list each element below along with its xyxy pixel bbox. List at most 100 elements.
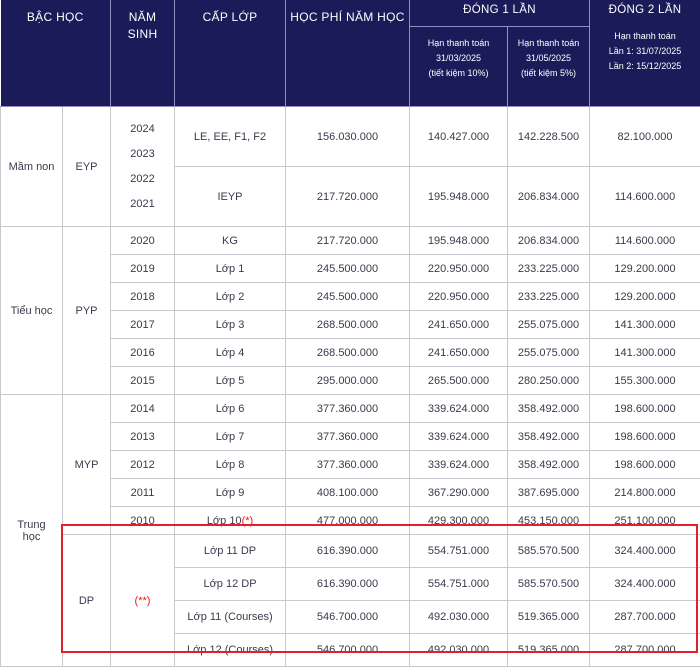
fee-cell: 217.720.000 [285,166,410,227]
fee-cell: 616.390.000 [285,567,410,601]
twice-cell: 198.600.000 [589,422,700,451]
twice-cell: 251.100.000 [589,506,700,535]
twice-cell: 198.600.000 [589,450,700,479]
header-annual-fee: HỌC PHÍ NĂM HỌC [285,0,410,107]
once2-cell: 453.150.000 [506,506,591,535]
grade-cell: Lớp 1 [174,254,286,283]
header-deadline-1: Hạn thanh toán 31/03/2025 (tiết kiệm 10%) [409,26,508,107]
fee-cell: 377.360.000 [285,450,410,479]
once2-cell: 233.225.000 [506,254,591,283]
once1-cell: 195.948.000 [409,226,508,255]
once2-cell: 358.492.000 [506,422,591,451]
program-pyp: PYP [62,226,111,395]
footnote-mark: (*) [241,514,254,527]
once1-cell: 429.300.000 [409,506,508,535]
header-deadline-3: Hạn thanh toán Lần 1: 31/07/2025 Lần 2: 15… [589,26,700,107]
once1-cell: 367.290.000 [409,478,508,507]
once2-cell: 280.250.000 [506,366,591,395]
grade-cell: Lớp 5 [174,366,286,395]
once1-cell: 220.950.000 [409,254,508,283]
eyp-years: 2024 2023 2022 2021 [110,106,175,227]
grade-cell: Lớp 9 [174,478,286,507]
level-trung-hoc: Trung học [0,394,63,667]
fee-cell: 546.700.000 [285,633,410,667]
once1-cell: 241.650.000 [409,338,508,367]
header-grade: CẤP LỚP [174,0,286,107]
twice-cell: 141.300.000 [589,338,700,367]
level-mam-non: Mầm non [0,106,63,227]
twice-cell: 155.300.000 [589,366,700,395]
once1-cell: 140.427.000 [409,106,508,167]
once2-cell: 387.695.000 [506,478,591,507]
fee-cell: 477.000.000 [285,506,410,535]
year-cell: 2011 [110,478,175,507]
year-cell: 2016 [110,338,175,367]
twice-cell: 129.200.000 [589,282,700,311]
fee-cell: 408.100.000 [285,478,410,507]
header-level: BẬC HỌC [0,0,111,107]
once1-cell: 492.030.000 [409,633,508,667]
fee-cell: 245.500.000 [285,254,410,283]
once2-cell: 255.075.000 [506,310,591,339]
once1-cell: 339.624.000 [409,450,508,479]
twice-cell: 324.400.000 [589,534,700,568]
fee-cell: 377.360.000 [285,422,410,451]
grade-cell: Lớp 3 [174,310,286,339]
grade-cell: Lớp 2 [174,282,286,311]
twice-cell: 114.600.000 [589,166,700,227]
year: 2022 [130,172,155,185]
header-pay-twice: ĐÓNG 2 LẦN [589,0,700,27]
grade-cell: Lớp 8 [174,450,286,479]
fee-cell: 156.030.000 [285,106,410,167]
once2-cell: 358.492.000 [506,394,591,423]
once2-cell: 358.492.000 [506,450,591,479]
year-cell: 2017 [110,310,175,339]
grade-cell: Lớp 10(*) [174,506,286,535]
fee-cell: 616.390.000 [285,534,410,568]
fee-cell: 295.000.000 [285,366,410,395]
program-myp: MYP [62,394,111,535]
twice-cell: 129.200.000 [589,254,700,283]
year-cell: 2020 [110,226,175,255]
program-eyp: EYP [62,106,111,227]
grade-cell: IEYP [174,166,286,227]
twice-cell: 198.600.000 [589,394,700,423]
grade-cell: LE, EE, F1, F2 [174,106,286,167]
year-cell: 2015 [110,366,175,395]
grade-cell: Lớp 7 [174,422,286,451]
once2-cell: 519.365.000 [506,600,591,634]
grade-cell: Lớp 4 [174,338,286,367]
once1-cell: 554.751.000 [409,534,508,568]
once2-cell: 255.075.000 [506,338,591,367]
header-birth-year: NĂM SINH [110,0,175,107]
twice-cell: 324.400.000 [589,567,700,601]
once1-cell: 265.500.000 [409,366,508,395]
twice-cell: 114.600.000 [589,226,700,255]
once1-cell: 241.650.000 [409,310,508,339]
year: 2023 [130,147,155,160]
once1-cell: 492.030.000 [409,600,508,634]
once1-cell: 220.950.000 [409,282,508,311]
header-deadline-2: Hạn thanh toán 31/05/2025 (tiết kiệm 5%) [507,26,591,107]
twice-cell: 141.300.000 [589,310,700,339]
grade-cell: Lớp 12 DP [174,567,286,601]
twice-cell: 287.700.000 [589,600,700,634]
year-cell: 2012 [110,450,175,479]
twice-cell: 82.100.000 [589,106,700,167]
once2-cell: 585.570.500 [506,534,591,568]
grade-cell: KG [174,226,286,255]
fee-cell: 268.500.000 [285,310,410,339]
year-cell: 2010 [110,506,175,535]
once1-cell: 339.624.000 [409,394,508,423]
year: 2024 [130,122,155,135]
fee-cell: 377.360.000 [285,394,410,423]
once2-cell: 585.570.500 [506,567,591,601]
level-tieu-hoc: Tiểu học [0,226,63,395]
grade-cell: Lớp 11 DP [174,534,286,568]
fee-cell: 245.500.000 [285,282,410,311]
year-cell: 2019 [110,254,175,283]
year-cell: 2013 [110,422,175,451]
twice-cell: 287.700.000 [589,633,700,667]
once2-cell: 142.228.500 [506,106,591,167]
grade-cell: Lớp 12 (Courses) [174,633,286,667]
